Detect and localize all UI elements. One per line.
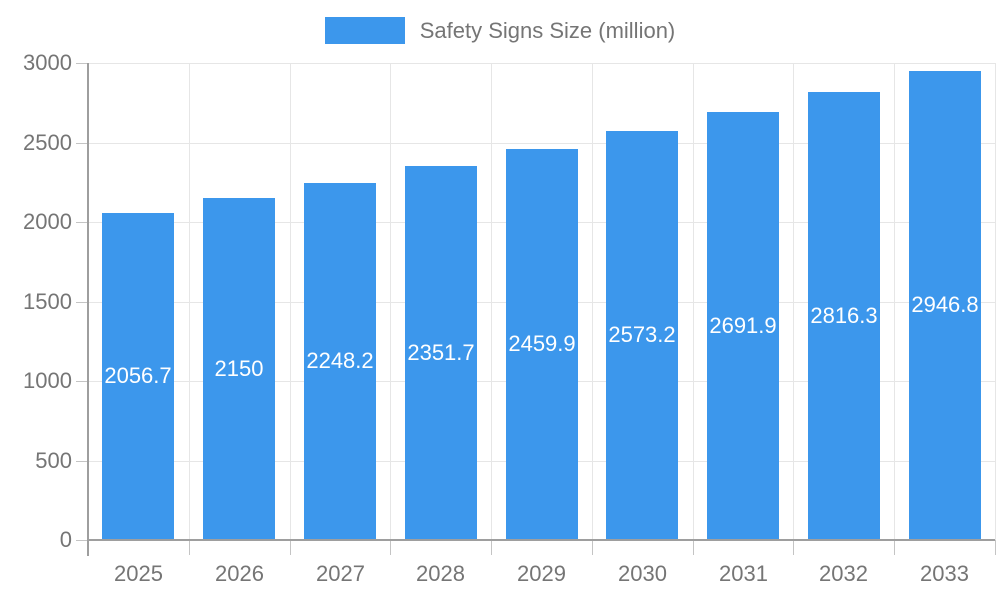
x-axis-tick — [290, 540, 291, 555]
x-axis-tick — [592, 540, 593, 555]
y-axis-tick — [76, 222, 88, 223]
x-gridline — [189, 63, 190, 540]
legend-label: Safety Signs Size (million) — [419, 17, 676, 43]
bar-value-label: 2150 — [214, 355, 264, 381]
y-axis-label: 2500 — [23, 130, 72, 155]
y-axis-tick — [76, 143, 88, 144]
y-axis-tick — [76, 302, 88, 303]
bar-2025[interactable]: 2056.7 — [102, 213, 174, 539]
bar-value-label: 2816.3 — [810, 302, 878, 328]
x-axis-tick — [491, 540, 492, 555]
bar-2032[interactable]: 2816.3 — [808, 92, 880, 539]
bar-2028[interactable]: 2351.7 — [405, 166, 477, 539]
bar-value-label: 2946.8 — [911, 292, 979, 317]
x-gridline — [793, 63, 794, 540]
x-axis-tick — [894, 540, 895, 555]
bar-2030[interactable]: 2573.2 — [606, 131, 678, 539]
y-axis-tick — [76, 540, 88, 541]
x-gridline — [290, 63, 291, 540]
x-gridline — [592, 63, 593, 540]
y-axis-label: 0 — [59, 527, 72, 552]
bar-value-label: 2351.7 — [407, 339, 475, 365]
y-gridline — [88, 63, 995, 64]
x-axis-label: 2033 — [920, 561, 969, 586]
x-axis-label: 2029 — [517, 561, 566, 586]
y-axis-tick — [76, 381, 88, 382]
bar-value-label: 2056.7 — [104, 363, 172, 388]
x-axis-label: 2028 — [416, 561, 465, 586]
y-axis-line — [87, 63, 89, 556]
y-axis-tick — [76, 461, 88, 462]
x-gridline — [491, 63, 492, 540]
x-axis-label: 2030 — [618, 561, 667, 586]
bar-2026[interactable]: 2150 — [203, 198, 275, 539]
x-gridline — [390, 63, 391, 540]
x-gridline — [894, 63, 895, 540]
y-axis-label: 2000 — [23, 209, 72, 234]
legend-swatch — [324, 17, 405, 44]
x-axis-tick — [390, 540, 391, 555]
x-axis-tick — [995, 540, 996, 555]
x-axis-tick — [793, 540, 794, 555]
bar-2033[interactable]: 2946.8 — [909, 71, 981, 539]
y-axis-tick — [76, 63, 88, 64]
x-axis-tick — [693, 540, 694, 555]
legend[interactable]: Safety Signs Size (million) — [0, 17, 1000, 44]
x-axis-tick — [189, 540, 190, 555]
y-axis-label: 3000 — [23, 50, 72, 75]
bar-2031[interactable]: 2691.9 — [707, 112, 779, 539]
y-axis-label: 1500 — [23, 289, 72, 314]
y-axis-label: 500 — [35, 448, 72, 473]
bar-value-label: 2459.9 — [508, 331, 576, 356]
y-gridline — [88, 143, 995, 144]
x-gridline — [995, 63, 996, 540]
bar-value-label: 2691.9 — [709, 312, 777, 338]
x-axis-label: 2031 — [719, 561, 768, 586]
x-axis-label: 2026 — [215, 561, 264, 586]
x-axis-label: 2025 — [114, 561, 163, 586]
x-gridline — [693, 63, 694, 540]
x-axis-line — [88, 539, 995, 541]
x-axis-label: 2032 — [819, 561, 868, 586]
bar-value-label: 2573.2 — [608, 322, 676, 347]
bar-2029[interactable]: 2459.9 — [506, 149, 578, 539]
bar-value-label: 2248.2 — [306, 348, 374, 373]
x-axis-label: 2027 — [316, 561, 365, 586]
bar-2027[interactable]: 2248.2 — [304, 183, 376, 539]
y-axis-label: 1000 — [23, 368, 72, 393]
